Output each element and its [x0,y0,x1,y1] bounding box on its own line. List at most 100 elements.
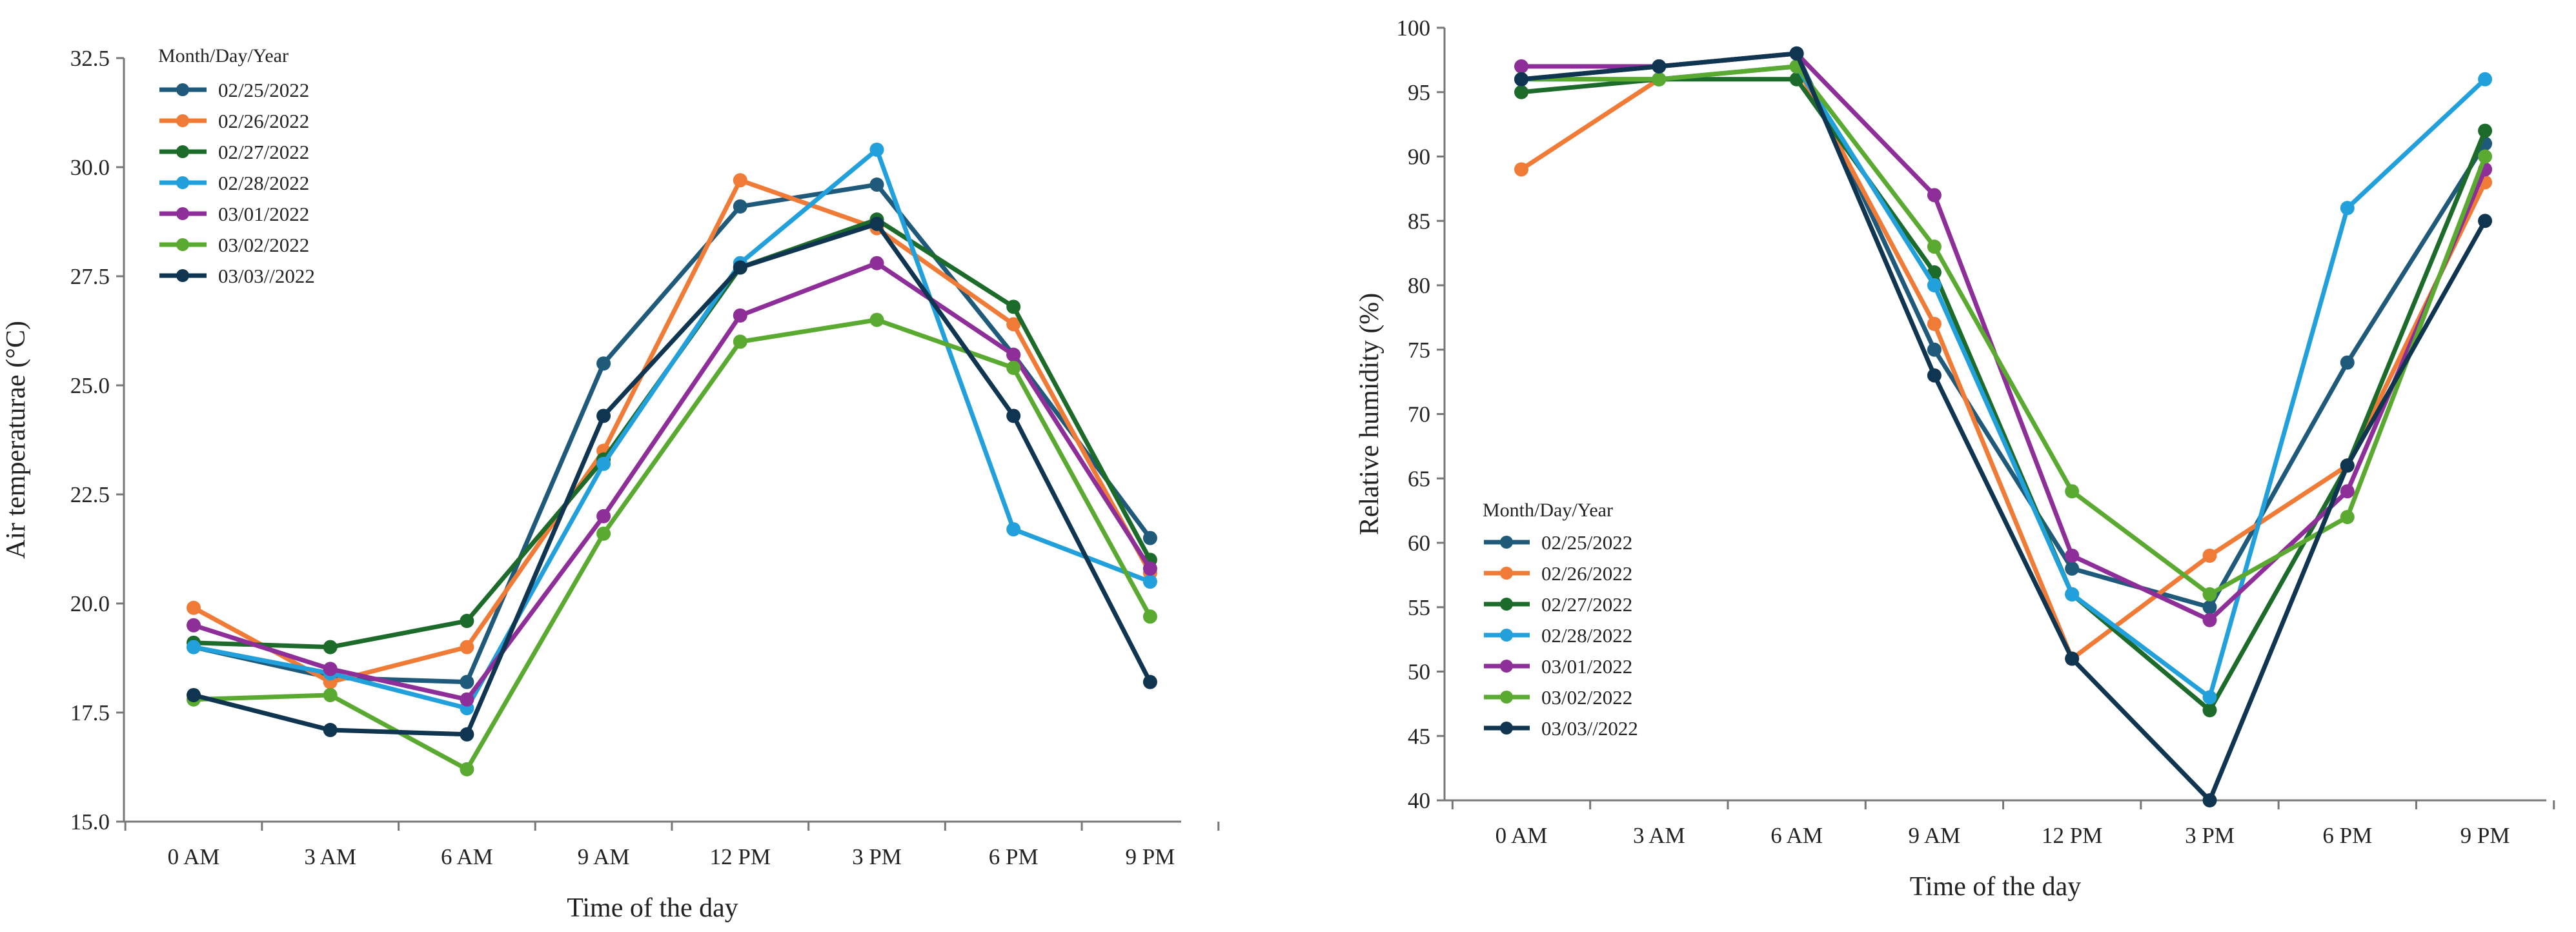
data-point [2340,484,2355,499]
data-point [869,216,884,231]
legend-swatch-marker [176,238,189,251]
y-tick-label: 32.5 [70,46,110,71]
x-tick-label: 12 PM [2042,823,2102,848]
data-point [2202,587,2217,602]
data-point [323,723,338,738]
series-line [193,318,1152,772]
data-point [1514,162,1528,177]
y-tick-label: 90 [1408,145,1430,170]
data-point [460,614,474,629]
series-line [1521,51,2488,610]
legend-swatch-marker [176,207,189,220]
y-tick-label: 30.0 [70,155,110,180]
series-03-03--2022 [1514,46,2493,807]
legend-label: 02/25/2022 [1541,531,1632,554]
legend-swatch-marker [176,176,189,189]
y-tick-label: 22.5 [70,482,110,507]
series-line [1521,51,2488,803]
series-line [193,221,1153,737]
data-point [323,687,338,702]
series-03-03--2022 [187,216,1157,742]
legend-swatch-marker [1500,598,1513,611]
y-tick-label: 15.0 [70,809,110,835]
legend-entry: 02/25/2022 [159,79,309,101]
data-point [2065,561,2080,576]
data-point [2340,355,2355,370]
x-tick-label: 0 AM [1496,823,1548,848]
legend: Month/Day/Year 02/25/2022 02/26/2022 02/27/… [158,45,315,287]
data-point [1006,360,1021,375]
series-line [1521,51,2488,623]
y-tick-label: 20.0 [70,591,110,616]
data-point [1927,316,1942,331]
y-tick-label: 27.5 [70,264,110,289]
data-point [2065,587,2080,602]
y-tick-label: 60 [1408,531,1430,556]
series-line [1521,64,2488,597]
y-tick-label: 55 [1408,595,1430,620]
legend-title: Month/Day/Year [1483,500,1613,521]
air-temperature-chart: 15.0 17.5 20.0 22.5 25.0 27.5 30.0 32.5 0 AM 3 AM… [1,45,1220,923]
x-tick-label: 3 PM [852,844,902,869]
relative-humidity-chart: 40 45 50 55 60 65 70 75 80 85 90 95 100 0 AM 3 AM 6 AM 9… [1355,15,2555,902]
legend-label: 03/03//2022 [218,265,315,287]
legend-entry: 02/28/2022 [159,172,309,194]
y-tick-label: 70 [1408,402,1430,427]
legend-swatch-marker [1500,536,1513,549]
series-03-01-2022 [187,256,1157,707]
data-point [2478,149,2493,164]
series-line [1521,64,2487,700]
y-tick-label: 75 [1408,338,1430,363]
legend-entry: 02/27/2022 [159,141,309,163]
x-tick-label: 3 AM [1633,823,1685,848]
data-point [460,674,474,689]
x-tick-label: 12 PM [710,844,771,869]
x-tick-label: 9 AM [1909,823,1961,848]
data-point [2202,613,2217,627]
data-point [1142,531,1157,545]
series-line [193,182,1152,685]
data-point [733,334,747,349]
legend-entry: 03/03//2022 [1484,717,1638,740]
data-point [2478,72,2493,86]
legend-swatch-marker [176,83,189,96]
data-point [1927,239,1942,254]
series-line [192,177,1152,685]
data-point [1514,59,1528,74]
legend-swatch-marker [176,114,189,127]
y-tick-label: 95 [1408,80,1430,105]
y-tick-label: 85 [1408,208,1430,234]
data-point [2478,123,2493,138]
data-point [1927,188,1942,203]
x-tick-label: 0 AM [168,844,220,869]
series-02-25-2022 [187,177,1157,689]
data-point [323,662,338,676]
data-point [2065,548,2080,563]
series-02-26-2022 [187,173,1157,689]
y-axis-title: Relative humidity (%) [1355,293,1384,536]
legend-label: 02/26/2022 [1541,562,1632,585]
x-tick-label: 9 PM [1125,844,1175,869]
series-02-28-2022 [1514,59,2493,705]
data-point [1652,59,1667,74]
data-point [1927,368,1942,383]
legend-swatch-marker [1500,629,1513,642]
legend-label: 02/27/2022 [1541,593,1632,616]
legend-label: 03/03//2022 [1541,717,1638,740]
series-line [1521,77,2488,713]
x-axis-title: Time of the day [1910,872,2082,902]
legend-swatch-marker [1500,722,1513,734]
data-point [733,308,747,323]
data-point [323,640,338,654]
data-point [1142,609,1157,624]
series-02-25-2022 [1514,46,2493,614]
legend-label: 03/01/2022 [218,203,309,225]
data-point [1514,85,1528,99]
data-point [869,256,884,270]
y-tick-label: 80 [1408,273,1430,298]
legend-title: Month/Day/Year [158,45,289,66]
x-tick-label: 3 PM [2185,823,2235,848]
data-point [1142,574,1157,589]
data-point [187,618,201,633]
legend-label: 02/28/2022 [218,172,309,194]
